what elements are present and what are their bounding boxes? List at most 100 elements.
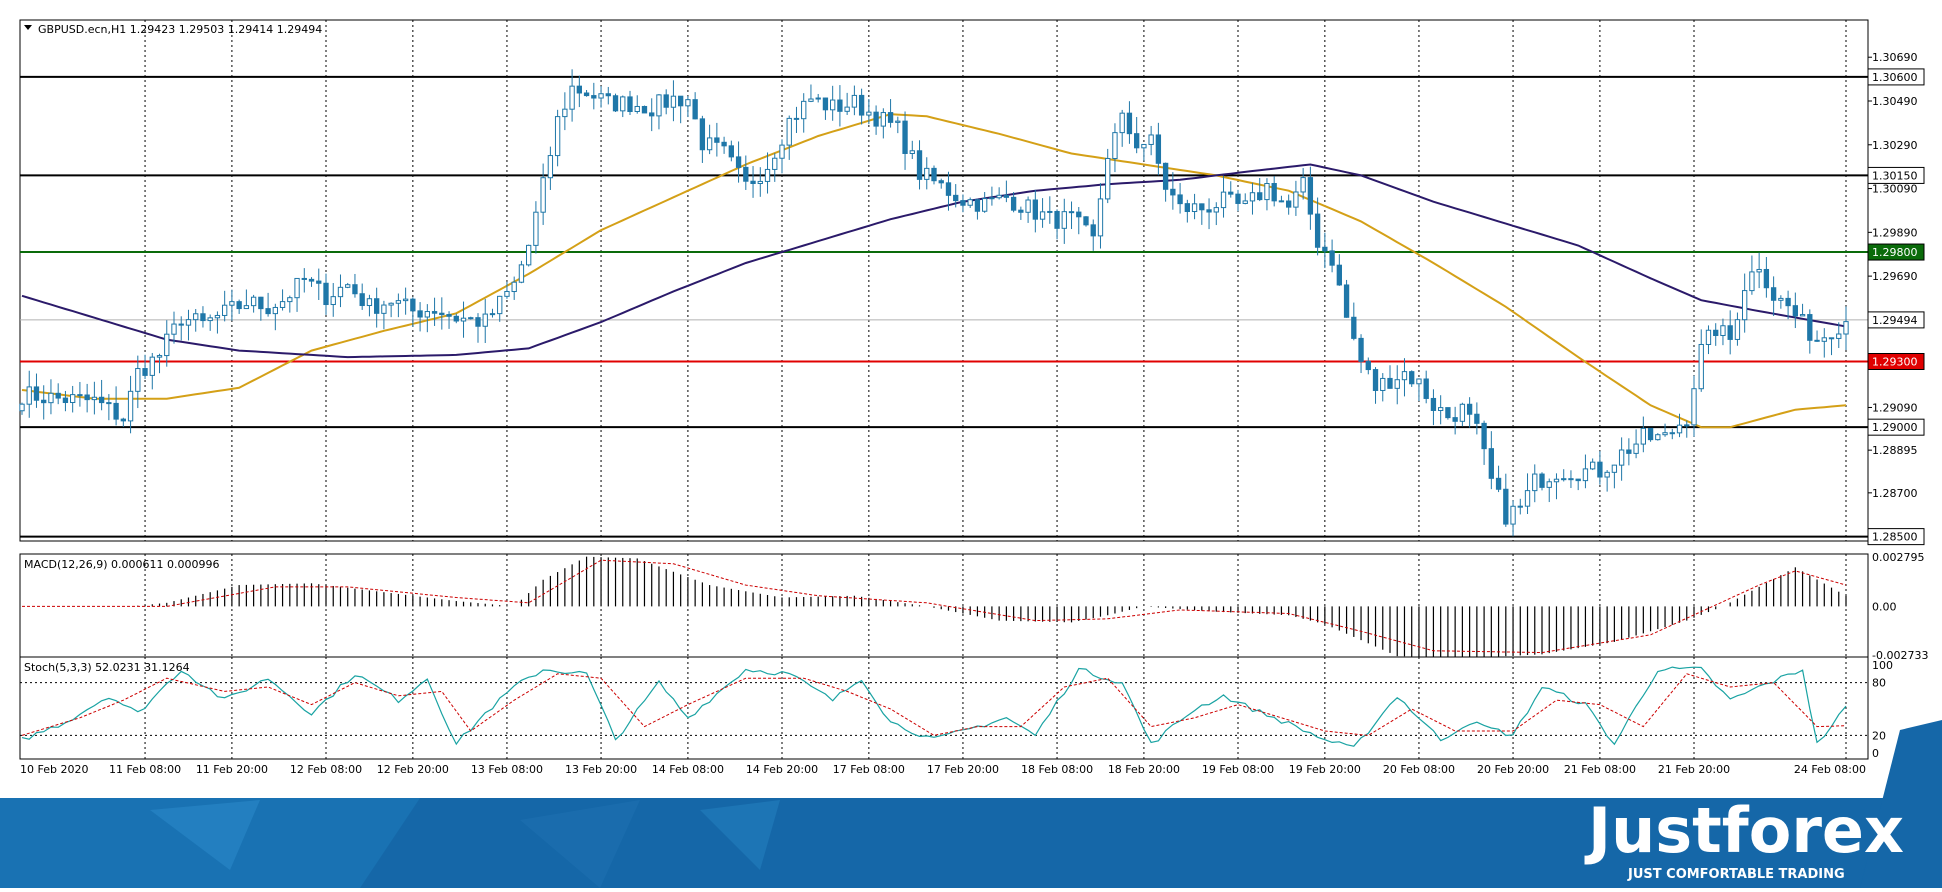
candle-body [77,394,83,397]
price-y-axis: 1.30690 1.30490 1.30290 1.30090 1.29890 1.296… [1868,51,1918,500]
candle-body [1517,505,1523,508]
candle-body [786,117,792,146]
candle-body [1843,321,1849,335]
candle-body [764,168,771,182]
candle-body [1828,337,1835,340]
candle-body [1662,432,1668,436]
candle-body [1510,505,1516,525]
candle-body [250,296,257,307]
x-tick-label: 20 Feb 08:00 [1383,763,1455,776]
candle-body [931,167,937,182]
candle-body [1372,369,1379,391]
candle-body [916,150,923,180]
candle-body [612,95,619,112]
candle-body [678,95,684,107]
candle-body [938,180,944,184]
candle-body [1770,287,1777,301]
candle-body [171,323,177,335]
candle-body [1090,224,1096,237]
candle-body [1148,134,1154,145]
candle-body [1742,290,1748,321]
y-tick-label: 1.30490 [1872,95,1918,108]
candle-body [127,390,134,422]
candle-body [301,277,307,280]
caret-down-icon[interactable] [24,25,32,30]
x-tick-label: 17 Feb 08:00 [833,763,905,776]
y-tick-label: 1.29890 [1872,226,1918,239]
candle-body [62,397,69,404]
x-tick-label: 19 Feb 20:00 [1289,763,1361,776]
candle-body [135,368,141,392]
candle-body [1604,471,1610,478]
candle-body [1199,203,1205,211]
candle-body [323,282,329,306]
candle-body [395,300,402,304]
candle-body [511,281,517,293]
candle-body [243,305,250,310]
candle-body [591,95,597,99]
brand-banner: Justforex JUST COMFORTABLE TRADING [0,720,1942,888]
candle-body [185,319,192,326]
candle-body [1734,319,1741,340]
candle-body [84,394,90,401]
candle-body [265,308,271,315]
stoch-panel [19,656,1869,760]
candle-body [1778,297,1784,301]
candle-body [1698,343,1704,390]
candle-body [410,298,416,312]
candle-body [1546,481,1552,488]
candle-body [547,155,554,179]
candle-body [200,313,206,322]
macd-signal-path [22,559,1847,654]
candle-body [258,296,264,310]
macd-title: MACD(12,26,9) 0.000611 0.000996 [24,558,220,571]
candle-body [1423,378,1429,399]
candle-body [620,96,626,112]
candle-body [851,94,858,108]
candle-body [1647,427,1654,441]
candle-body [663,94,669,108]
price-panel [19,19,1869,542]
candle-body [1314,213,1321,248]
candle-body [699,118,706,151]
candle-body [1756,268,1762,273]
candle-body [453,315,459,322]
candle-body [1134,133,1140,149]
x-tick-label: 21 Feb 20:00 [1658,763,1730,776]
y-tick-label: 1.29690 [1872,270,1918,283]
macd-histogram [137,556,1847,658]
candle-body [345,284,351,288]
candle-body [1416,378,1422,385]
candle-body [1438,407,1444,411]
x-tick-label: 13 Feb 08:00 [471,763,543,776]
candle-body [1503,488,1509,525]
candle-body [1206,209,1212,213]
candle-body [1278,200,1285,203]
candle-body [1097,198,1104,237]
candle-body [924,167,930,180]
candle-body [1539,473,1545,488]
candle-body [156,355,163,358]
candle-body [1401,371,1408,381]
candle-body [1684,424,1690,427]
candle-body [1228,191,1234,195]
candle-body [41,399,47,404]
candle-body [982,198,988,212]
macd-tick-label: 0.002795 [1872,551,1925,564]
candle-body [1582,468,1589,482]
x-tick-label: 13 Feb 20:00 [565,763,637,776]
x-tick-label: 18 Feb 20:00 [1108,763,1180,776]
candle-body [98,396,105,404]
price-title: GBPUSD.ecn,H1 1.29423 1.29503 1.29414 1.… [38,23,322,36]
candle-body [1640,427,1646,445]
candle-body [1785,297,1791,307]
candle-body [1618,449,1625,466]
candle-body [1814,339,1820,342]
candle-body [460,317,467,322]
candle-body [1155,134,1162,164]
candle-body [670,95,677,108]
candle-body [1177,194,1183,205]
candle-body [1466,403,1473,415]
